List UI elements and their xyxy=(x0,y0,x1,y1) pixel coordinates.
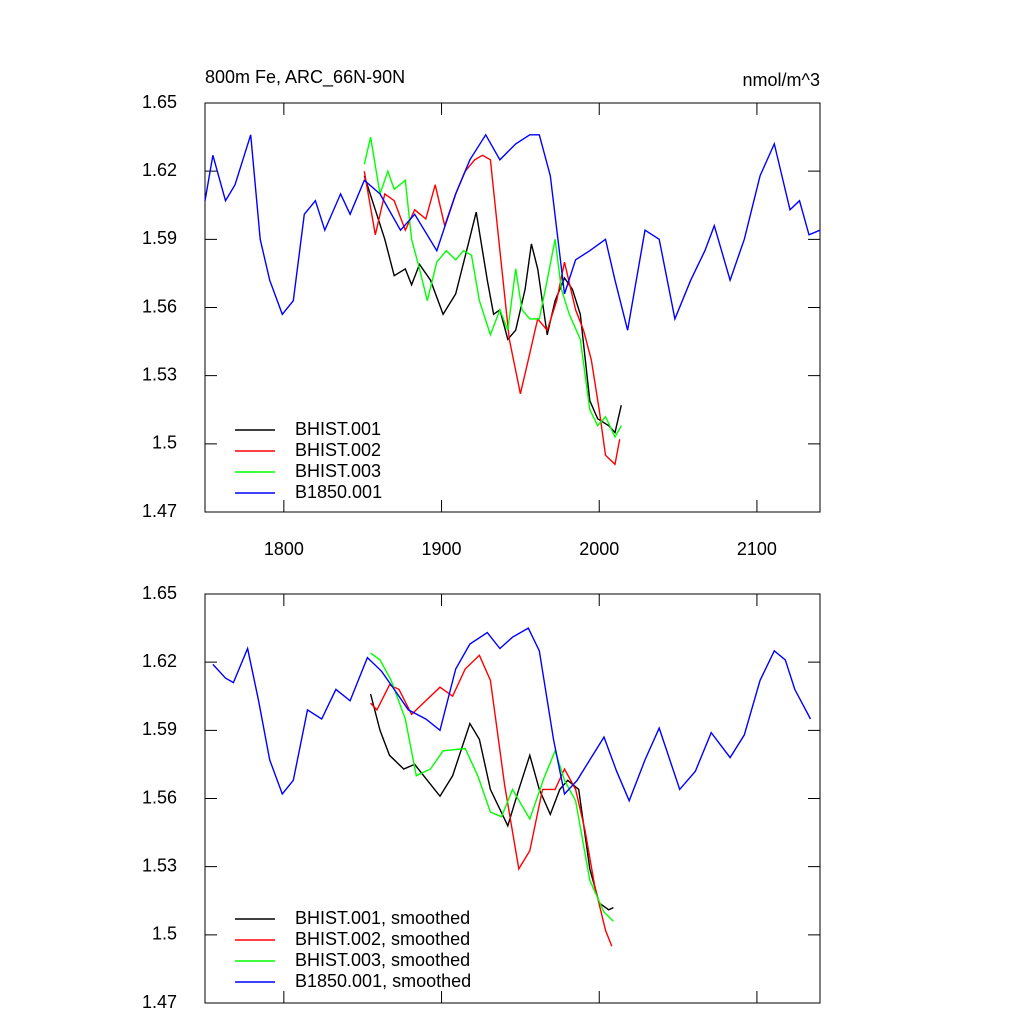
x-tick-label: 2100 xyxy=(737,539,777,559)
series-line xyxy=(370,652,614,922)
y-tick-label: 1.65 xyxy=(142,92,177,112)
series-line xyxy=(363,175,622,434)
series-line xyxy=(363,136,622,439)
y-tick-label: 1.53 xyxy=(142,855,177,875)
legend-label: BHIST.002, smoothed xyxy=(295,929,470,949)
chart-title: 800m Fe, ARC_66N-90N xyxy=(205,67,405,88)
series-line xyxy=(370,654,613,947)
y-tick-label: 1.56 xyxy=(142,787,177,807)
plot-frame xyxy=(204,593,821,1004)
y-tick-label: 1.62 xyxy=(142,160,177,180)
legend-label: BHIST.002 xyxy=(295,440,381,460)
panel: 800m Fe, ARC_66N-90N nmol/m^3 1.47 1.5 1.53 1… xyxy=(142,67,821,559)
units-label: nmol/m^3 xyxy=(743,70,820,90)
y-tick-label: 1.5 xyxy=(152,433,177,453)
x-tick-label: 2000 xyxy=(579,539,619,559)
legend-label: B1850.001 xyxy=(295,482,382,502)
y-tick-label: 1.5 xyxy=(152,924,177,944)
legend-label: B1850.001, smoothed xyxy=(295,971,471,991)
x-tick-label: 1800 xyxy=(264,539,304,559)
y-tick-label: 1.47 xyxy=(142,501,177,521)
legend-label: BHIST.001 xyxy=(295,419,381,439)
x-tick-label: 1900 xyxy=(422,539,462,559)
y-tick-label: 1.62 xyxy=(142,651,177,671)
legend-label: BHIST.001, smoothed xyxy=(295,908,470,928)
y-tick-label: 1.53 xyxy=(142,364,177,384)
y-tick-label: 1.65 xyxy=(142,583,177,603)
series-line xyxy=(212,627,812,803)
y-tick-label: 1.59 xyxy=(142,719,177,739)
series-line xyxy=(204,133,821,331)
plot-frame xyxy=(204,102,821,513)
legend-label: BHIST.003 xyxy=(295,461,381,481)
y-tick-label: 1.56 xyxy=(142,296,177,316)
y-tick-label: 1.59 xyxy=(142,228,177,248)
y-tick-label: 1.47 xyxy=(142,992,177,1012)
panel: 1.47 1.5 1.53 1.56 1.59 1.62 1.65 BHIST.001, sm… xyxy=(142,583,821,1012)
legend-label: BHIST.003, smoothed xyxy=(295,950,470,970)
series-line xyxy=(363,154,621,466)
